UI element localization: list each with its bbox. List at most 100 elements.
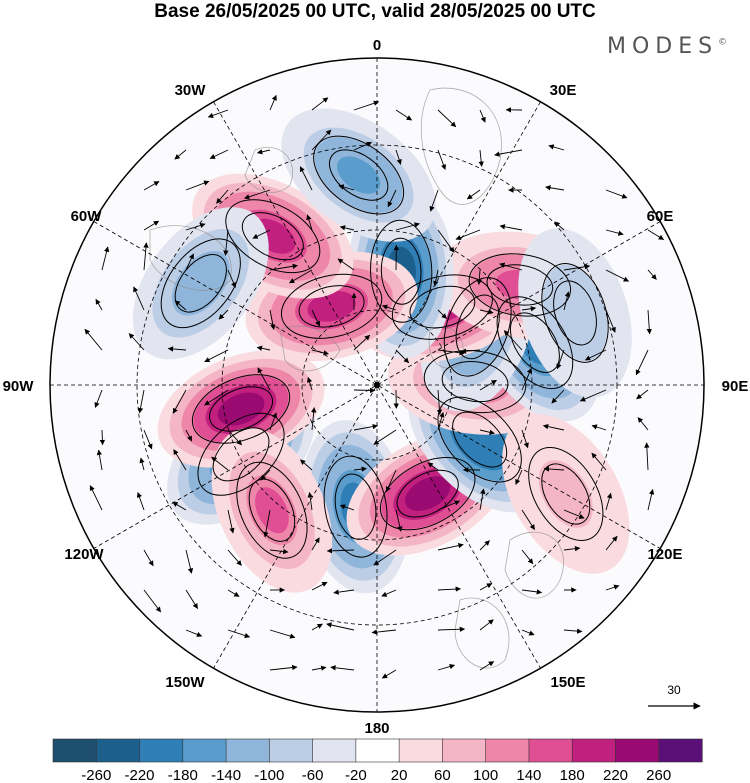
- contour-line: [329, 149, 389, 201]
- colorbar-swatch: [485, 738, 530, 763]
- wind-arrow: [437, 109, 457, 128]
- wind-arrow: [311, 129, 332, 151]
- wind-arrow: [256, 345, 271, 351]
- wind-arrow: [227, 629, 251, 639]
- colorbar-swatch: [182, 738, 227, 763]
- lon-label-60e: 60E: [647, 208, 674, 225]
- contour-line: [191, 374, 291, 444]
- wind-arrow: [644, 442, 650, 471]
- wind-arrow: [373, 549, 397, 566]
- contour-line: [225, 199, 321, 274]
- wind-arrow: [252, 229, 271, 239]
- colorbar-tick-label: 100: [473, 767, 498, 783]
- wind-arrow: [172, 501, 187, 511]
- wind-arrow: [563, 509, 585, 519]
- wind-arrow: [185, 180, 210, 191]
- lon-label-30e: 30E: [550, 82, 577, 99]
- wind-arrow: [353, 466, 367, 472]
- wind-arrow: [333, 589, 355, 595]
- reference-vector: 30: [648, 683, 701, 710]
- wind-arrow: [563, 545, 581, 552]
- wind-arrow: [605, 492, 613, 511]
- contour-line: [437, 396, 522, 483]
- wind-arrow: [479, 429, 495, 435]
- wind-arrow: [556, 349, 565, 370]
- wind-arrow: [521, 629, 535, 636]
- colorbar-swatch: [398, 738, 444, 763]
- wind-arrow: [466, 189, 481, 200]
- contour-line: [553, 280, 597, 346]
- wind-arrow: [89, 485, 103, 511]
- colorbar-swatch: [225, 738, 270, 763]
- wind-arrow: [311, 665, 327, 671]
- wind-arrow: [269, 412, 278, 431]
- lon-label-150w: 150W: [165, 674, 205, 691]
- wind-arrow: [381, 589, 397, 597]
- anomaly-shading: [255, 487, 289, 534]
- lon-label-120w: 120W: [64, 546, 104, 563]
- wind-arrow: [269, 94, 277, 111]
- wind-arrow: [218, 309, 229, 320]
- wind-arrow: [548, 144, 565, 151]
- wind-arrow: [437, 663, 456, 671]
- colorbar-tick-label: 260: [646, 767, 671, 783]
- contour-line: [248, 478, 296, 542]
- wind-arrow: [563, 291, 570, 311]
- wind-arrow: [353, 100, 380, 111]
- wind-arrow: [94, 389, 103, 408]
- wind-arrow: [455, 229, 481, 241]
- wind-arrow: [521, 429, 529, 449]
- wind-arrow: [311, 581, 328, 591]
- wind-arrow: [543, 466, 565, 472]
- contour-line: [441, 361, 509, 403]
- colorbar-tick-label: -260: [81, 767, 111, 783]
- wind-arrow: [479, 309, 494, 315]
- wind-arrow: [311, 537, 320, 551]
- anomaly-shading: [404, 476, 451, 512]
- colorbar-swatch: [95, 738, 141, 763]
- wind-arrow: [371, 629, 397, 635]
- wind-arrow: [174, 149, 187, 160]
- wind-arrow: [227, 429, 242, 446]
- chart-title: Base 26/05/2025 00 UTC, valid 28/05/2025…: [154, 1, 596, 22]
- height-contours: [160, 135, 609, 559]
- wind-arrow: [99, 429, 106, 446]
- anomaly-shading: [217, 392, 265, 426]
- wind-arrow: [207, 109, 229, 118]
- wind-arrow: [521, 306, 537, 312]
- contour-line: [280, 273, 383, 339]
- wind-arrow: [339, 225, 355, 231]
- wind-arrow: [128, 333, 145, 351]
- wind-arrow: [299, 459, 313, 471]
- wind-arrow: [137, 389, 145, 414]
- modes-logo: MODES©: [607, 34, 727, 59]
- wind-arrow: [647, 269, 657, 280]
- wind-arrow: [381, 304, 397, 311]
- wind-arrow: [478, 149, 484, 167]
- wind-arrow: [373, 429, 397, 445]
- colorbar-tick-label: -180: [168, 767, 198, 783]
- wind-arrow: [460, 348, 481, 354]
- wind-arrow: [185, 629, 203, 637]
- wind-arrow: [263, 509, 271, 538]
- wind-arrow: [139, 457, 145, 471]
- contour-line: [174, 254, 227, 313]
- anomaly-center: [157, 350, 325, 468]
- wind-arrow: [185, 222, 206, 231]
- wind-arrow: [494, 149, 523, 157]
- wind-arrow: [521, 589, 543, 595]
- contour-line: [396, 469, 459, 518]
- wind-arrow: [306, 214, 313, 231]
- anomaly-shading: [181, 261, 220, 305]
- wind-arrow: [646, 309, 652, 335]
- contour-line: [212, 427, 270, 482]
- wind-arrow: [227, 589, 240, 597]
- lon-label-60w: 60W: [71, 208, 103, 225]
- wind-arrow: [437, 309, 447, 319]
- colorbar-swatch: [269, 738, 314, 763]
- map-border: [49, 57, 705, 713]
- wind-arrow: [96, 449, 103, 471]
- wind-arrow: [209, 149, 229, 159]
- wind-arrow: [381, 669, 397, 679]
- contour-line: [380, 237, 422, 305]
